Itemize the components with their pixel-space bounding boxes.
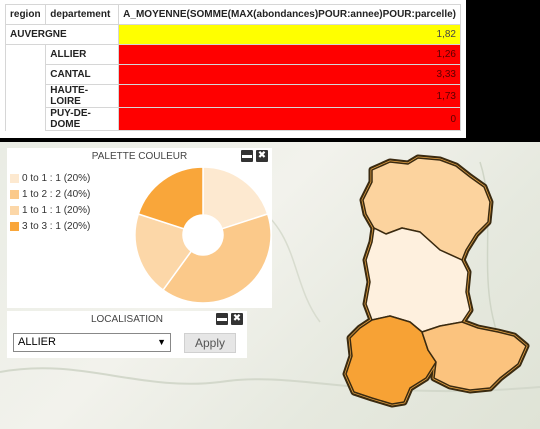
- legend-swatch: [10, 205, 19, 215]
- value-cell: 0: [118, 107, 461, 131]
- palette-legend: 0 to 1 : 1 (20%) 1 to 2 : 2 (40%) 1 to 1…: [10, 170, 90, 234]
- table-row: PUY-DE-DOME 0: [6, 107, 461, 131]
- departement-cell: PUY-DE-DOME: [45, 107, 120, 131]
- region-haute-loire[interactable]: [421, 321, 527, 391]
- region-cantal[interactable]: [345, 315, 437, 405]
- localisation-title: LOCALISATION: [90, 314, 164, 325]
- donut-slice: [134, 213, 193, 292]
- table-row: HAUTE-LOIRE 1,73: [6, 84, 461, 108]
- chevron-down-icon: ▼: [157, 337, 166, 347]
- legend-item: 1 to 2 : 2 (40%): [10, 186, 90, 202]
- legend-swatch: [10, 221, 19, 231]
- table-row: ALLIER 1,26: [4, 44, 461, 131]
- map-canvas[interactable]: [0, 142, 540, 429]
- table-row: AUVERGNE 1,82: [4, 24, 461, 45]
- empty-cell: [4, 44, 46, 131]
- departement-cell: ALLIER: [45, 44, 120, 65]
- close-icon[interactable]: ✖: [256, 150, 268, 162]
- region-cell: AUVERGNE: [4, 24, 120, 45]
- table-row: CANTAL 3,33: [6, 64, 461, 85]
- palette-title: PALETTE COULEUR: [91, 151, 188, 162]
- value-cell: 1,82: [118, 24, 461, 45]
- results-table-panel: region departement A_MOYENNE(SOMME(MAX(a…: [0, 0, 466, 138]
- apply-button[interactable]: Apply: [184, 333, 236, 353]
- table-header-row: region departement A_MOYENNE(SOMME(MAX(a…: [4, 4, 461, 25]
- departement-cell: HAUTE-LOIRE: [45, 84, 120, 108]
- value-cell: 1,73: [118, 84, 461, 108]
- donut-slice: [137, 166, 204, 230]
- minimize-icon[interactable]: ▬: [241, 150, 253, 162]
- header-departement[interactable]: departement: [45, 4, 120, 25]
- close-icon[interactable]: ✖: [231, 313, 243, 325]
- legend-label: 3 to 3 : 1 (20%): [22, 220, 91, 232]
- legend-label: 1 to 1 : 1 (20%): [22, 204, 91, 216]
- legend-item: 0 to 1 : 1 (20%): [10, 170, 90, 186]
- select-value: ALLIER: [18, 336, 56, 348]
- legend-label: 1 to 2 : 2 (40%): [22, 188, 91, 200]
- donut-slice: [161, 213, 272, 304]
- legend-label: 0 to 1 : 1 (20%): [22, 172, 91, 184]
- legend-swatch: [10, 189, 19, 199]
- departement-select[interactable]: ALLIER ▼: [13, 333, 171, 352]
- departement-cell: CANTAL: [45, 64, 120, 85]
- legend-swatch: [10, 173, 19, 183]
- localisation-panel: LOCALISATION ▬ ✖ ALLIER ▼ Apply: [7, 311, 247, 358]
- header-region[interactable]: region: [4, 4, 47, 25]
- legend-item: 3 to 3 : 1 (20%): [10, 218, 90, 234]
- minimize-icon[interactable]: ▬: [216, 313, 228, 325]
- value-cell: 3,33: [118, 64, 461, 85]
- donut-slice: [202, 166, 269, 230]
- results-table: region departement A_MOYENNE(SOMME(MAX(a…: [4, 4, 461, 131]
- value-cell: 1,26: [118, 44, 461, 65]
- header-measure[interactable]: A_MOYENNE(SOMME(MAX(abondances)POUR:anne…: [118, 4, 461, 25]
- legend-item: 1 to 1 : 1 (20%): [10, 202, 90, 218]
- palette-panel: PALETTE COULEUR ▬ ✖ 0 to 1 : 1 (20%) 1 t…: [7, 148, 272, 308]
- palette-donut-chart: [134, 166, 272, 304]
